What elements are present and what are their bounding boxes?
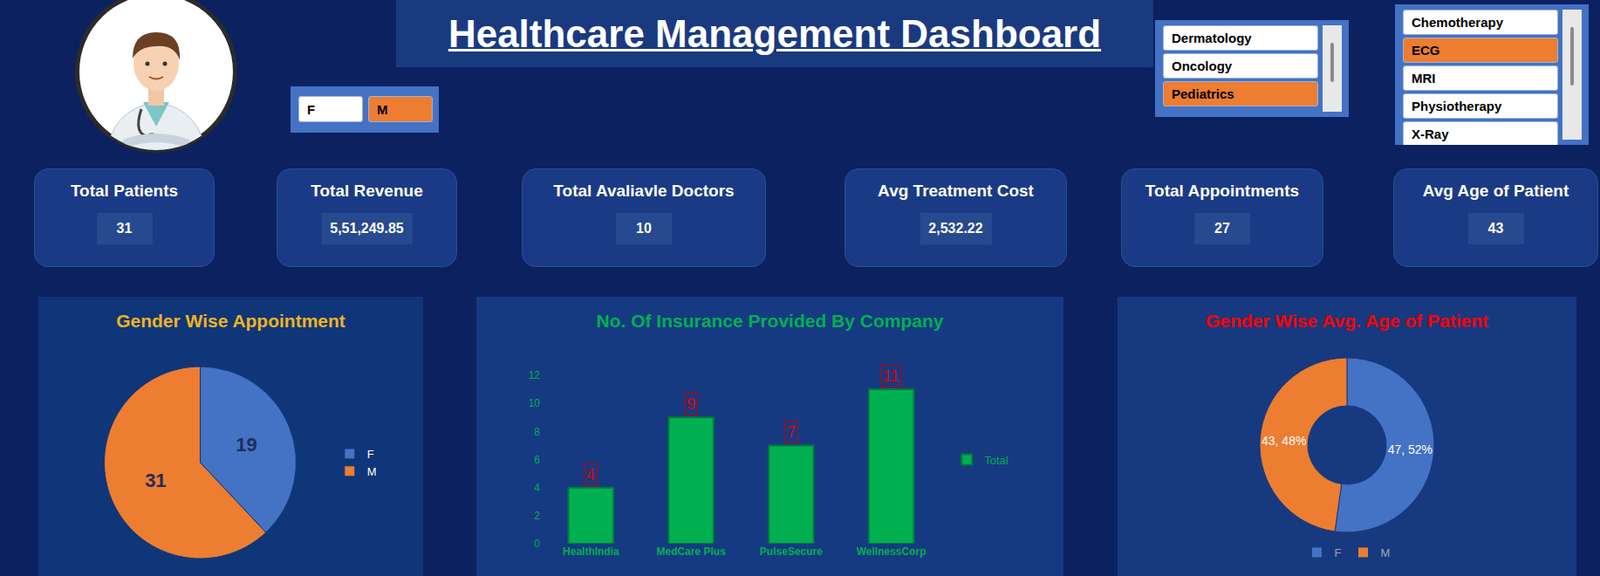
svg-text:4: 4 <box>586 465 595 484</box>
svg-text:12: 12 <box>528 369 541 382</box>
svg-text:7: 7 <box>786 423 796 441</box>
svg-text:F: F <box>1334 546 1342 560</box>
html-text:Pediatrics: Pediatrics <box>1171 86 1235 102</box>
html-text:Avg Age of Patient: Avg Age of Patient <box>1422 181 1569 200</box>
html-text:Avg Treatment Cost: Avg Treatment Cost <box>877 181 1034 200</box>
svg-text:11: 11 <box>882 367 900 385</box>
html-text:Total Appointments: Total Appointments <box>1145 181 1300 200</box>
svg-text:Total: Total <box>984 453 1009 467</box>
svg-text:47, 52%: 47, 52% <box>1388 442 1433 457</box>
svg-text:19: 19 <box>235 433 257 456</box>
html-text:Oncology: Oncology <box>1171 58 1233 74</box>
html-text:ECG: ECG <box>1411 42 1440 58</box>
svg-text:No. Of Insurance Provided By C: No. Of Insurance Provided By Company <box>596 310 944 331</box>
html-text:Total Patients: Total Patients <box>70 181 179 200</box>
svg-text:43, 48%: 43, 48% <box>1261 433 1306 448</box>
svg-text:6: 6 <box>533 453 541 466</box>
svg-text:PulseSecure: PulseSecure <box>759 545 823 558</box>
svg-text:2: 2 <box>533 509 541 522</box>
html-text:10: 10 <box>636 220 652 236</box>
svg-text:9: 9 <box>686 395 696 413</box>
html-text:2,532.22: 2,532.22 <box>928 220 983 236</box>
html-text:F: F <box>307 101 316 117</box>
html-text:Total Revenue: Total Revenue <box>310 181 423 200</box>
svg-text:8: 8 <box>533 425 541 438</box>
html-text:27: 27 <box>1214 220 1231 236</box>
html-text:Physiotherapy: Physiotherapy <box>1411 98 1502 114</box>
svg-text:31: 31 <box>144 469 166 492</box>
html-text:5,51,249.85: 5,51,249.85 <box>329 220 404 236</box>
html-text:Chemotherapy: Chemotherapy <box>1411 14 1504 30</box>
svg-text:F: F <box>367 447 375 461</box>
svg-text:10: 10 <box>528 396 541 410</box>
svg-text:Gender Wise Avg. Age of Patien: Gender Wise Avg. Age of Patient <box>1205 310 1489 331</box>
html-text:Total Avaliavle Doctors: Total Avaliavle Doctors <box>553 181 735 200</box>
html-text:Healthcare Management Dashboar: Healthcare Management Dashboard <box>448 11 1102 55</box>
html-text:Dermatology: Dermatology <box>1171 30 1252 46</box>
svg-text:M: M <box>1381 546 1391 560</box>
svg-text:WellnessCorp: WellnessCorp <box>856 545 927 558</box>
svg-text:Gender Wise Appointment: Gender Wise Appointment <box>116 310 346 331</box>
html-text:31: 31 <box>116 220 133 236</box>
html-text:43: 43 <box>1487 220 1504 236</box>
svg-text:4: 4 <box>533 481 541 494</box>
svg-text:HealthIndia: HealthIndia <box>562 545 620 558</box>
svg-text:MedCare Plus: MedCare Plus <box>656 545 726 558</box>
svg-text:M: M <box>367 464 377 479</box>
html-text:M: M <box>376 101 388 117</box>
html-text:X-Ray: X-Ray <box>1411 126 1449 142</box>
html-text:MRI: MRI <box>1411 70 1436 86</box>
svg-text:0: 0 <box>533 537 541 550</box>
